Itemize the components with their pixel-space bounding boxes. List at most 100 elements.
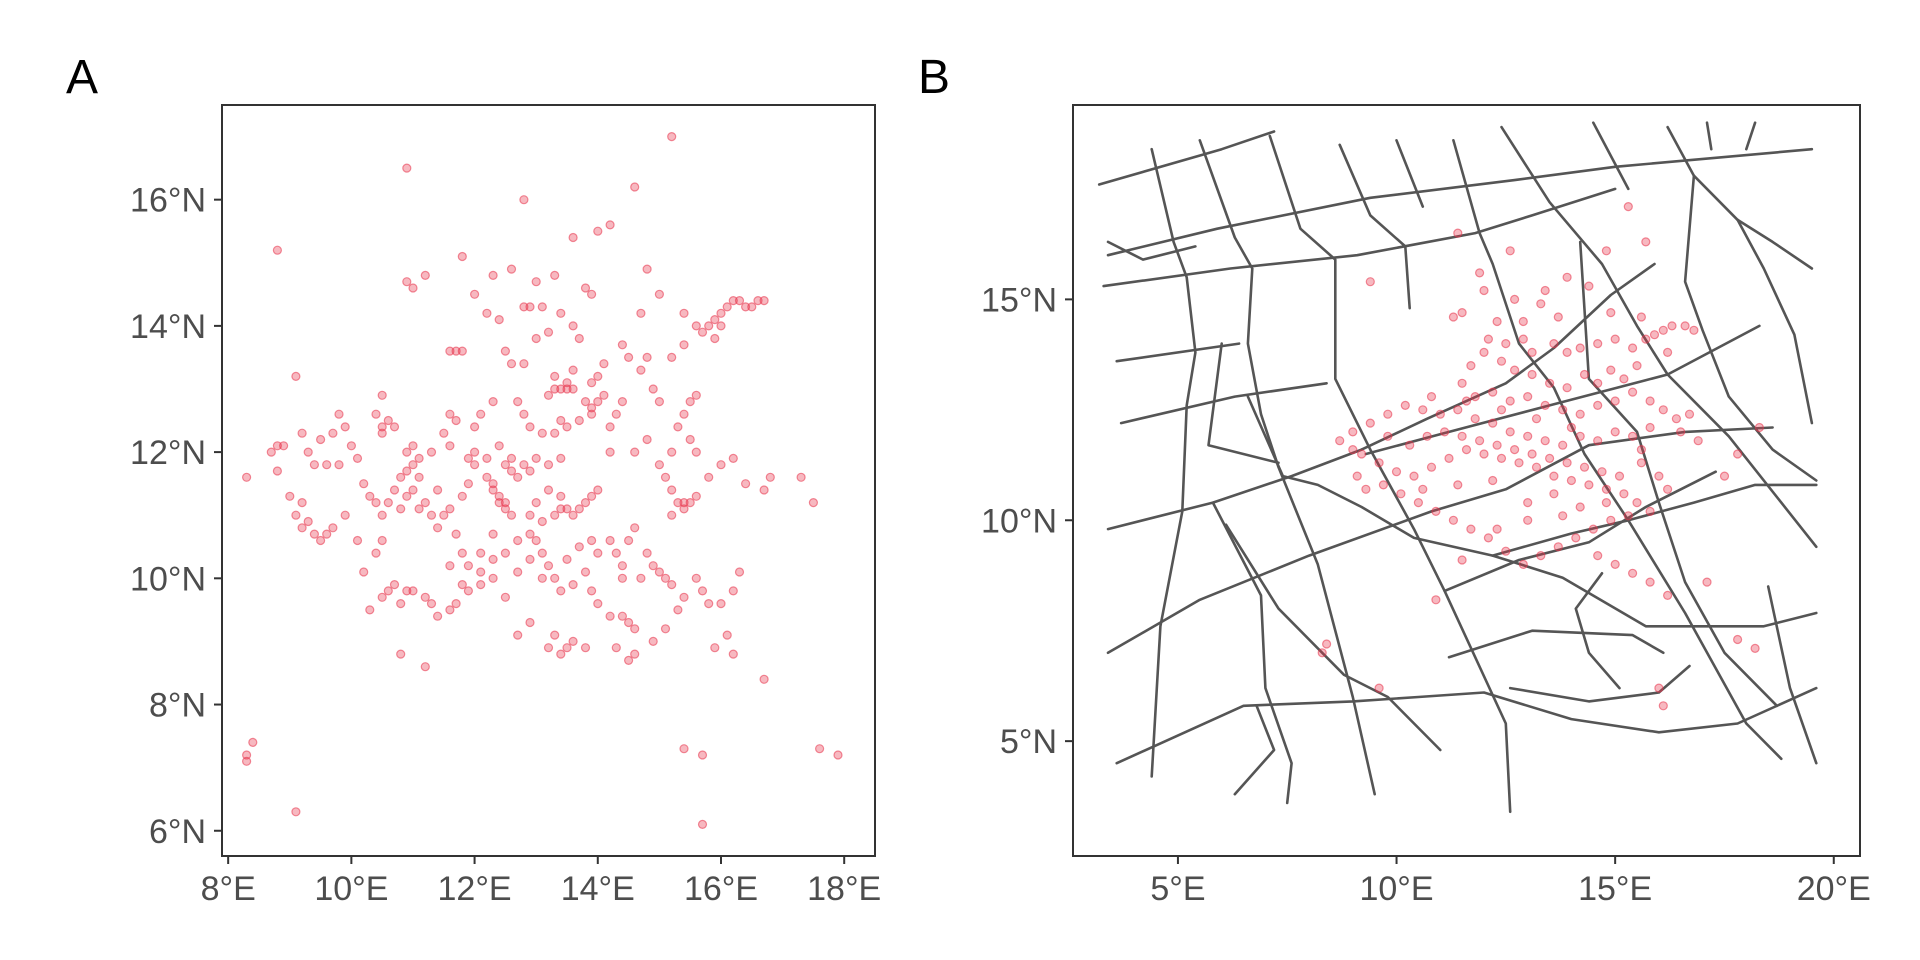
data-point bbox=[586, 289, 597, 299]
data-point bbox=[1544, 378, 1555, 388]
data-point bbox=[691, 573, 701, 583]
data-point bbox=[1426, 462, 1437, 472]
data-point bbox=[697, 819, 708, 830]
data-point bbox=[439, 428, 449, 438]
data-point bbox=[537, 516, 547, 527]
data-point bbox=[470, 422, 480, 432]
street-line bbox=[1430, 426, 1774, 513]
data-point bbox=[617, 611, 628, 621]
data-point bbox=[414, 472, 424, 482]
data-point bbox=[562, 378, 572, 388]
data-point bbox=[722, 302, 732, 312]
plot-frame bbox=[221, 104, 876, 857]
data-point bbox=[673, 422, 683, 432]
data-point bbox=[710, 333, 720, 344]
data-point bbox=[556, 453, 566, 463]
data-point bbox=[691, 491, 701, 501]
plot-frame bbox=[1072, 104, 1861, 857]
data-point bbox=[1492, 440, 1502, 450]
data-point bbox=[654, 460, 665, 470]
data-point bbox=[704, 598, 714, 609]
data-point bbox=[728, 586, 738, 596]
data-point bbox=[660, 624, 671, 634]
street-line bbox=[1452, 139, 1783, 761]
data-point bbox=[433, 611, 443, 621]
data-point bbox=[543, 390, 554, 400]
data-point bbox=[279, 441, 289, 451]
street-line bbox=[1115, 342, 1241, 363]
data-point bbox=[1527, 347, 1537, 357]
x-tick-label: 15°E bbox=[1578, 870, 1652, 908]
data-point bbox=[408, 586, 418, 596]
data-point bbox=[1549, 339, 1559, 349]
data-point bbox=[420, 662, 430, 672]
data-point bbox=[297, 523, 307, 533]
data-point bbox=[550, 510, 560, 520]
data-point bbox=[451, 415, 461, 426]
data-point bbox=[500, 498, 510, 508]
data-point bbox=[642, 434, 652, 445]
data-point bbox=[1461, 445, 1472, 455]
data-point bbox=[648, 636, 658, 647]
data-point bbox=[1579, 462, 1590, 472]
street-line bbox=[1097, 130, 1276, 186]
data-point bbox=[1383, 409, 1393, 419]
data-point bbox=[352, 535, 363, 546]
data-point bbox=[488, 485, 498, 495]
data-point bbox=[1667, 321, 1677, 331]
data-point bbox=[1540, 436, 1550, 446]
data-point bbox=[1470, 392, 1480, 402]
data-point bbox=[1431, 595, 1441, 605]
data-point bbox=[1558, 511, 1568, 521]
data-point bbox=[506, 359, 517, 369]
data-point bbox=[1610, 396, 1620, 406]
data-point bbox=[433, 485, 443, 495]
data-point bbox=[445, 441, 455, 451]
data-point bbox=[1684, 409, 1695, 419]
data-point bbox=[494, 441, 504, 451]
data-point bbox=[359, 479, 369, 489]
data-point bbox=[340, 510, 350, 520]
data-point bbox=[408, 485, 418, 495]
x-tick-label: 10°E bbox=[1359, 870, 1433, 908]
data-point bbox=[445, 561, 455, 571]
data-point bbox=[383, 586, 393, 596]
data-point bbox=[1544, 453, 1555, 463]
data-point bbox=[1348, 427, 1358, 437]
data-point bbox=[1654, 683, 1664, 693]
data-point bbox=[377, 428, 387, 438]
data-point bbox=[734, 567, 745, 577]
data-point bbox=[513, 472, 523, 482]
data-point bbox=[599, 359, 609, 369]
data-point bbox=[630, 447, 640, 457]
data-point bbox=[556, 384, 566, 394]
street-line bbox=[1106, 147, 1814, 257]
data-point bbox=[402, 447, 412, 457]
data-point bbox=[482, 308, 492, 318]
data-point bbox=[291, 807, 301, 817]
data-point bbox=[414, 453, 424, 463]
data-point bbox=[488, 479, 498, 489]
data-point bbox=[420, 592, 430, 602]
data-point bbox=[636, 308, 646, 318]
data-point bbox=[586, 378, 597, 388]
data-point bbox=[316, 434, 326, 445]
data-point bbox=[759, 296, 769, 306]
data-point bbox=[667, 485, 677, 495]
data-point bbox=[525, 302, 535, 312]
data-point bbox=[1584, 281, 1594, 291]
data-point bbox=[470, 447, 480, 457]
data-point bbox=[1453, 405, 1463, 415]
data-point bbox=[543, 485, 554, 495]
data-point bbox=[242, 750, 252, 760]
street-line bbox=[1745, 121, 1757, 151]
street-line bbox=[1150, 147, 1197, 778]
y-tick-label: 16°N bbox=[130, 182, 206, 220]
data-point bbox=[580, 283, 591, 293]
y-tick-label: 14°N bbox=[130, 308, 206, 346]
data-point bbox=[1501, 339, 1511, 349]
x-tick-label: 18°E bbox=[807, 870, 881, 908]
data-point bbox=[494, 315, 504, 325]
x-tick-label: 5°E bbox=[1150, 870, 1205, 908]
data-point bbox=[1575, 409, 1585, 419]
